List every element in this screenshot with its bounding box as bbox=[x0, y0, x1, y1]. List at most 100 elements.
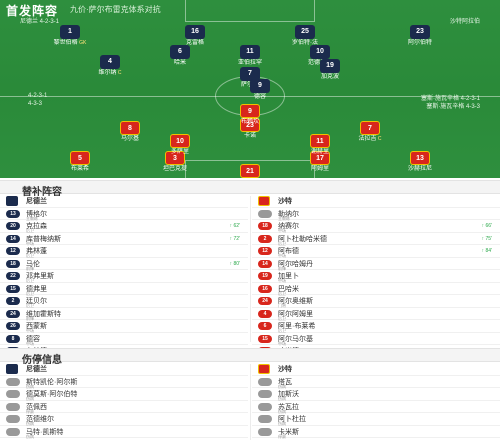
away-formation-left: 4-2-3-1 bbox=[28, 93, 48, 99]
list-item[interactable]: 20 克拉森 后卫 ↑ 62' bbox=[0, 220, 248, 233]
shirt-number: 19 bbox=[320, 59, 340, 73]
injury-divider bbox=[250, 364, 251, 440]
home-player[interactable]: 8 马尔基 bbox=[95, 117, 165, 143]
player-name: 多萨里 bbox=[170, 149, 189, 155]
player-name: 勒纳尔 bbox=[278, 210, 299, 218]
away-player[interactable]: 4 维尔纳 C bbox=[75, 50, 145, 77]
home-player[interactable]: 9 布赖坎 bbox=[215, 100, 285, 126]
shirt-number: 23 bbox=[410, 25, 430, 39]
list-item[interactable]: 19 加里卜 中场 bbox=[252, 270, 500, 283]
player-number-badge: 6 bbox=[258, 322, 272, 330]
player-name: 德莫斯·阿尔伯特 bbox=[26, 391, 78, 398]
player-number-badge: 14 bbox=[6, 234, 20, 243]
player-position: 后卫 bbox=[278, 315, 286, 321]
shirt-number: 10 bbox=[310, 45, 330, 59]
list-item[interactable]: 18 马伦 前锋 ↑ 80' bbox=[0, 258, 248, 271]
list-item[interactable]: 阿卜杜拉 伤病 bbox=[252, 413, 500, 426]
injury-title: 伤停信息 bbox=[22, 355, 62, 366]
player-number-badge: 2 bbox=[258, 234, 272, 243]
team-logo-icon bbox=[6, 196, 18, 206]
player-name: 阿卜杜勒哈米德 bbox=[278, 235, 327, 243]
list-item[interactable]: 6 阿里·布莱希 后卫 bbox=[252, 320, 500, 333]
list-item[interactable]: 8 德容 中场 bbox=[0, 333, 248, 346]
list-item[interactable]: 马特·凯斯特 伤病 bbox=[0, 426, 248, 439]
away-player[interactable]: 11 亚伯拉罕 bbox=[215, 40, 285, 67]
team-name: 尼德兰 bbox=[26, 366, 47, 373]
home-formation-left: 塞斯·施瓦辛格 4-2-3-1 bbox=[420, 96, 480, 102]
list-item[interactable]: 14 阿尔哈姆丹 前锋 bbox=[252, 258, 500, 271]
home-player[interactable]: 17 阿姆里 bbox=[285, 147, 355, 173]
home-player[interactable]: 7 法拉吉 C bbox=[335, 117, 405, 143]
list-item[interactable]: 斯特凯伦·阿尔斯 伤病 bbox=[0, 376, 248, 389]
list-item[interactable]: 24 维加霍斯特 前锋 bbox=[0, 308, 248, 321]
list-item[interactable]: 塔瓦 伤病 bbox=[252, 376, 500, 389]
home-player[interactable]: 21阿尔奥韦斯 GK bbox=[215, 160, 285, 178]
player-position: 伤病 bbox=[278, 408, 286, 414]
sub-time: ↑ 72' bbox=[229, 235, 240, 242]
player-name: 德弗里 bbox=[26, 285, 47, 293]
home-player[interactable]: 10 多萨里 bbox=[145, 130, 215, 156]
player-position: 后卫 bbox=[26, 278, 34, 283]
player-name: 邓弗里斯 bbox=[26, 273, 54, 280]
player-number-badge bbox=[258, 209, 272, 218]
player-position: 后卫 bbox=[26, 303, 34, 308]
list-item[interactable]: 卡米斯 停赛 bbox=[252, 426, 500, 439]
home-player[interactable]: 11 谢赫里 bbox=[285, 130, 355, 156]
away-player[interactable]: 9 德容 bbox=[225, 74, 295, 101]
bench-right-list: 沙特 勒纳尔 主教练 18 纳赛尔 中场 ↑ 66' 2 阿卜杜勒哈米德 后卫 ↑ 75' 12 阿布德… bbox=[252, 195, 500, 358]
away-player[interactable]: 1 黎世伯格 GK bbox=[35, 20, 105, 47]
list-item[interactable]: 14 库普梅纳斯 中场 ↑ 72' bbox=[0, 233, 248, 246]
away-player[interactable]: 16 克雷格 bbox=[160, 20, 230, 47]
list-item[interactable]: 16 巴哈米 后卫 bbox=[252, 283, 500, 296]
player-name: 萨尔曼 bbox=[215, 81, 285, 89]
team-header: 沙特 bbox=[252, 363, 500, 376]
list-item[interactable]: 12 阿布德 中场 ↑ 84' bbox=[252, 245, 500, 258]
list-item[interactable]: 15 阿尔马尔基 中场 bbox=[252, 333, 500, 346]
player-position: 后卫 bbox=[26, 290, 34, 296]
list-item[interactable]: 4 阿尔阿姆里 后卫 bbox=[252, 308, 500, 321]
list-item[interactable]: 勒纳尔 主教练 bbox=[252, 208, 500, 221]
player-name: 维尔纳 C bbox=[98, 70, 122, 76]
team-name: 尼德兰 bbox=[26, 198, 47, 205]
shirt-number: 10 bbox=[170, 134, 190, 148]
list-item[interactable]: 22 邓弗里斯 后卫 bbox=[0, 270, 248, 283]
list-item[interactable]: 15 德弗里 后卫 bbox=[0, 283, 248, 296]
home-player[interactable]: 13 沙赫拉尼 bbox=[385, 147, 455, 173]
player-position: 伤病 bbox=[278, 396, 286, 401]
injury-left-list: 尼德兰斯特凯伦·阿尔斯 伤病 德莫斯·阿尔伯特 伤病 范佩西 停赛 范德维尔 伤病 马特·凯斯特… bbox=[0, 363, 248, 440]
away-player[interactable]: 7萨尔曼 bbox=[215, 62, 285, 89]
list-item[interactable]: 12 弗林蓬 后卫 bbox=[0, 245, 248, 258]
list-item[interactable]: 24 阿尔奥维斯 门将 bbox=[252, 295, 500, 308]
list-item[interactable]: 范德维尔 伤病 bbox=[0, 413, 248, 426]
away-player[interactable]: 19 加克波 bbox=[295, 54, 365, 81]
list-item[interactable]: 13 博格尔 主教练 bbox=[0, 208, 248, 221]
list-item[interactable]: 26 西蒙斯 中场 bbox=[0, 320, 248, 333]
player-number-badge bbox=[258, 415, 272, 423]
player-name: 阿尔马尔基 bbox=[278, 335, 313, 343]
shirt-number: 7 bbox=[360, 121, 380, 135]
home-player[interactable]: 3 坦巴克提 bbox=[140, 147, 210, 173]
bench-header: 替补阵容 bbox=[0, 180, 500, 198]
away-player[interactable]: 23 阿尔伯特 bbox=[385, 20, 455, 47]
player-position: 伤病 bbox=[278, 383, 286, 389]
player-name: 范佩西 bbox=[26, 403, 47, 411]
list-item[interactable]: 德莫斯·阿尔伯特 伤病 bbox=[0, 388, 248, 401]
player-number-badge: 24 bbox=[258, 297, 272, 305]
list-item[interactable]: 加斯沃 伤病 bbox=[252, 388, 500, 401]
away-player[interactable]: 25 罗伯特·法 bbox=[270, 20, 340, 47]
home-team-label: 沙特阿拉伯 bbox=[449, 19, 480, 25]
list-item[interactable]: 2 廷贝尔 后卫 bbox=[0, 295, 248, 308]
away-player[interactable]: 6 哈米 bbox=[145, 40, 215, 67]
shirt-number: 11 bbox=[240, 45, 260, 59]
shirt-number: 16 bbox=[185, 25, 205, 39]
list-item[interactable]: 2 阿卜杜勒哈米德 后卫 ↑ 75' bbox=[252, 233, 500, 246]
away-player[interactable]: 10范德贝克 bbox=[285, 40, 355, 67]
list-item[interactable]: 苏瓦拉 伤病 bbox=[252, 401, 500, 414]
home-player[interactable]: 5 布莱希 bbox=[45, 147, 115, 173]
player-position: 中场 bbox=[26, 240, 34, 246]
player-position: 后卫 bbox=[26, 253, 34, 258]
home-player[interactable]: 23 卡诺 bbox=[215, 114, 285, 140]
list-item[interactable]: 18 纳赛尔 中场 ↑ 66' bbox=[252, 220, 500, 233]
player-number-badge: 19 bbox=[258, 272, 272, 280]
list-item[interactable]: 范佩西 停赛 bbox=[0, 401, 248, 414]
